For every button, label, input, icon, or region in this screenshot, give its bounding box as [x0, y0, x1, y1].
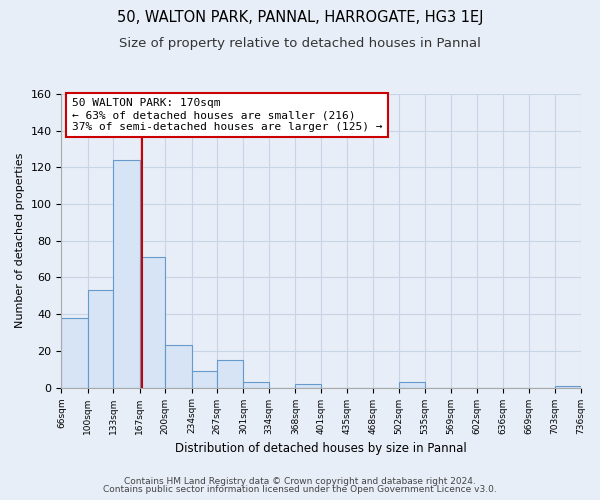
Bar: [88, 290, 113, 388]
Bar: [217, 360, 244, 388]
Bar: [399, 382, 425, 388]
Y-axis label: Number of detached properties: Number of detached properties: [15, 153, 25, 328]
Bar: [61, 318, 88, 388]
Text: Contains public sector information licensed under the Open Government Licence v3: Contains public sector information licen…: [103, 485, 497, 494]
Bar: [165, 346, 191, 388]
Bar: [555, 386, 581, 388]
Bar: [113, 160, 140, 388]
Text: 50, WALTON PARK, PANNAL, HARROGATE, HG3 1EJ: 50, WALTON PARK, PANNAL, HARROGATE, HG3 …: [117, 10, 483, 25]
Bar: [140, 258, 165, 388]
X-axis label: Distribution of detached houses by size in Pannal: Distribution of detached houses by size …: [175, 442, 467, 455]
Text: Contains HM Land Registry data © Crown copyright and database right 2024.: Contains HM Land Registry data © Crown c…: [124, 477, 476, 486]
Bar: [244, 382, 269, 388]
Text: Size of property relative to detached houses in Pannal: Size of property relative to detached ho…: [119, 38, 481, 51]
Text: 50 WALTON PARK: 170sqm
← 63% of detached houses are smaller (216)
37% of semi-de: 50 WALTON PARK: 170sqm ← 63% of detached…: [72, 98, 382, 132]
Bar: [295, 384, 321, 388]
Bar: [191, 371, 217, 388]
